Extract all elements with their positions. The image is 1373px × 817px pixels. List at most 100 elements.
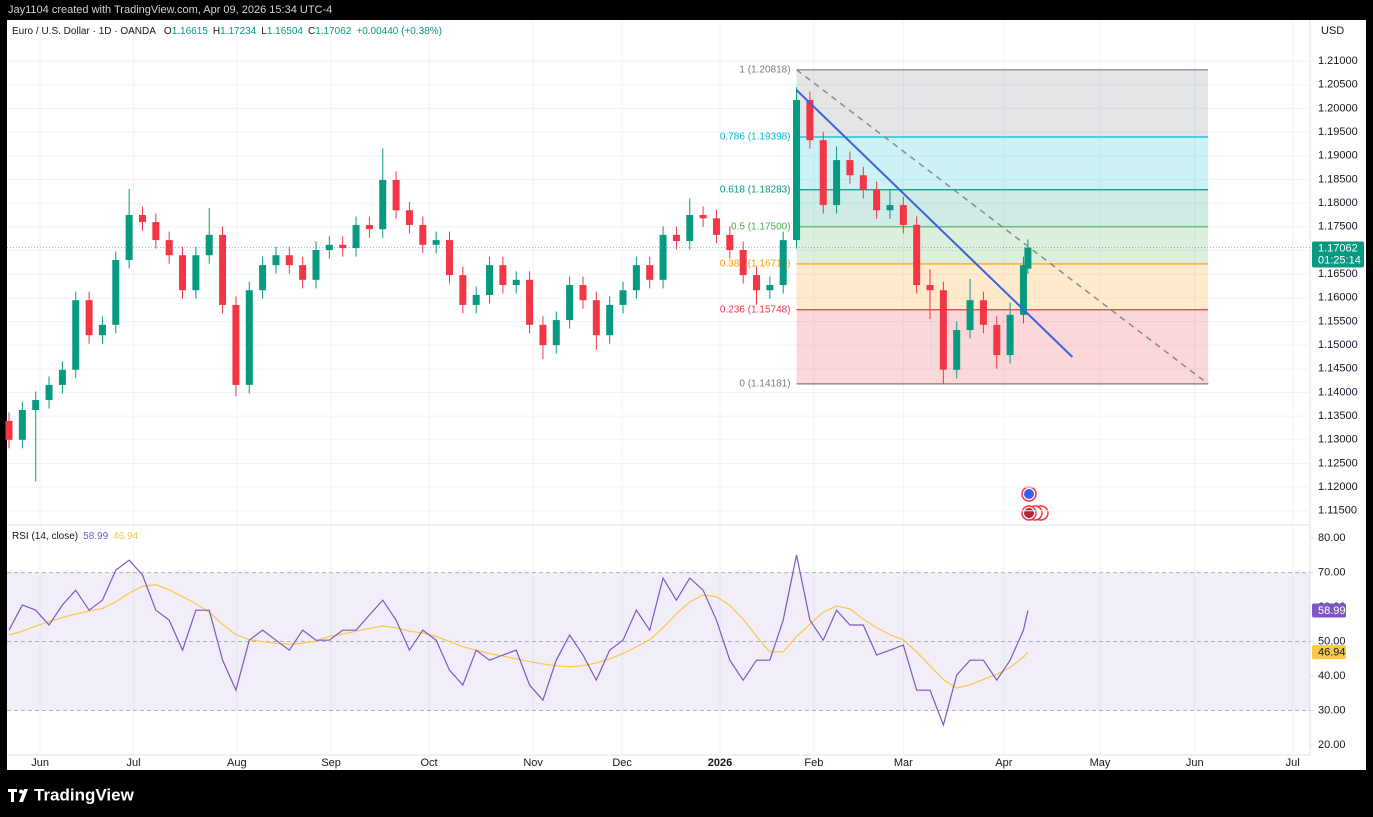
candle-body (259, 265, 267, 291)
candle-body (325, 244, 333, 251)
candle-body (833, 160, 841, 206)
candle-body (539, 324, 547, 346)
fib-zone (796, 226, 1209, 264)
candle-body (686, 214, 694, 242)
y-tick-label: 1.11500 (1318, 505, 1357, 517)
y-tick-label: 1.21000 (1318, 55, 1358, 67)
y-tick-label: 1.20500 (1318, 79, 1358, 91)
candle-body (405, 210, 413, 225)
x-tick-label: Nov (523, 757, 543, 769)
candle-body (18, 409, 26, 440)
rsi-tick-label: 80.00 (1318, 532, 1346, 544)
x-tick-label: Jun (31, 757, 49, 769)
fib-zone (796, 309, 1209, 384)
candle-body (445, 240, 453, 276)
candle-body (245, 290, 253, 385)
candle-body (993, 324, 1001, 356)
fib-label: 0.618 (1.18283) (720, 184, 791, 195)
ohlc-value: 1.17234 (220, 26, 257, 37)
candle-body (232, 304, 240, 385)
candle-body (979, 300, 987, 325)
candle-body (285, 255, 293, 266)
credit: Jay1104 created with TradingView.com, Ap… (8, 4, 332, 16)
y-tick-label: 1.18500 (1318, 173, 1358, 185)
rsi-badge-label: 58.99 (1318, 605, 1346, 617)
candle-body (779, 240, 787, 286)
candle-body (579, 285, 587, 301)
candle-body (472, 294, 480, 305)
rsi-badge (1312, 645, 1346, 660)
rsi-tick-label: 70.00 (1318, 566, 1346, 578)
candle-body (606, 304, 614, 336)
y-tick-label: 1.20000 (1318, 102, 1358, 114)
candle-body (592, 300, 600, 336)
y-tick-label: 1.15000 (1318, 339, 1358, 351)
candle-body (392, 179, 400, 211)
candle-body (312, 250, 320, 280)
rsi-legend: RSI (14, close) 58.99 46.94 (12, 531, 139, 542)
candle-body (699, 214, 707, 219)
symbol: Euro / U.S. Dollar · 1D · OANDA (12, 26, 156, 37)
y-tick-label: 1.12000 (1318, 481, 1358, 493)
logo (8, 789, 28, 802)
rsi-tick-label: 40.00 (1318, 670, 1346, 682)
event-icon-flag (1024, 508, 1034, 518)
last-price-badge (1312, 241, 1364, 268)
rsi-tick-label: 30.00 (1318, 704, 1346, 716)
candle-body (5, 420, 13, 440)
candles (5, 87, 1032, 482)
fib-zone (796, 263, 1209, 310)
ohlc-value: 1.16504 (267, 26, 304, 37)
fib-label: 0.786 (1.19398) (720, 132, 791, 143)
candle-body (192, 255, 200, 291)
y-tick-label: 1.16000 (1318, 292, 1358, 304)
candle-body (526, 279, 534, 325)
candle-body (793, 99, 801, 241)
logo-mark (8, 789, 28, 802)
legend: Euro / U.S. Dollar · 1D · OANDA O1.16615 H… (12, 26, 442, 37)
rsi-tick-label: 20.00 (1318, 739, 1346, 751)
candle-body (966, 300, 974, 331)
candle-body (646, 265, 654, 280)
candle-body (873, 189, 881, 211)
candle-body (85, 300, 93, 336)
candle-body (152, 222, 160, 241)
y-tick-label: 1.17500 (1318, 221, 1358, 233)
y-tick-label: 1.16500 (1318, 268, 1358, 280)
fib-label: 1 (1.20818) (739, 64, 790, 75)
ohlc-key: O (164, 26, 172, 37)
candle-body (552, 320, 560, 346)
ohlc-key: C (308, 26, 315, 37)
x-tick-label: Jun (1186, 757, 1204, 769)
candle-body (138, 214, 146, 223)
candle-body (499, 265, 507, 286)
candle-body (619, 290, 627, 305)
candle-body (419, 224, 427, 245)
x-tick-label: May (1090, 757, 1111, 769)
candle-body (1024, 247, 1032, 269)
candle-body (365, 224, 373, 230)
candle-body (45, 384, 53, 401)
candle-body (926, 285, 934, 291)
rsi-title: RSI (14, close) (12, 531, 78, 542)
rsi-badge-label: 46.94 (1318, 647, 1346, 659)
ohlc-value: 1.17062 (315, 26, 352, 37)
candle-body (352, 224, 360, 249)
trend-line (796, 69, 1209, 385)
candle-body (726, 234, 734, 251)
candle-body (752, 275, 760, 291)
x-tick-label: Jul (127, 757, 141, 769)
candle-body (859, 175, 867, 190)
fib-zone (796, 136, 1209, 190)
candle-body (1019, 265, 1027, 315)
candle-body (72, 300, 80, 370)
y-tick-label: 1.14000 (1318, 386, 1358, 398)
candle-body (272, 255, 280, 266)
candle-body (672, 234, 680, 242)
x-tick-label: Feb (804, 757, 823, 769)
fib-label: 0.382 (1.16716) (720, 259, 791, 270)
candle-body (819, 140, 827, 206)
candle-body (886, 205, 894, 211)
candle-body (953, 330, 961, 370)
